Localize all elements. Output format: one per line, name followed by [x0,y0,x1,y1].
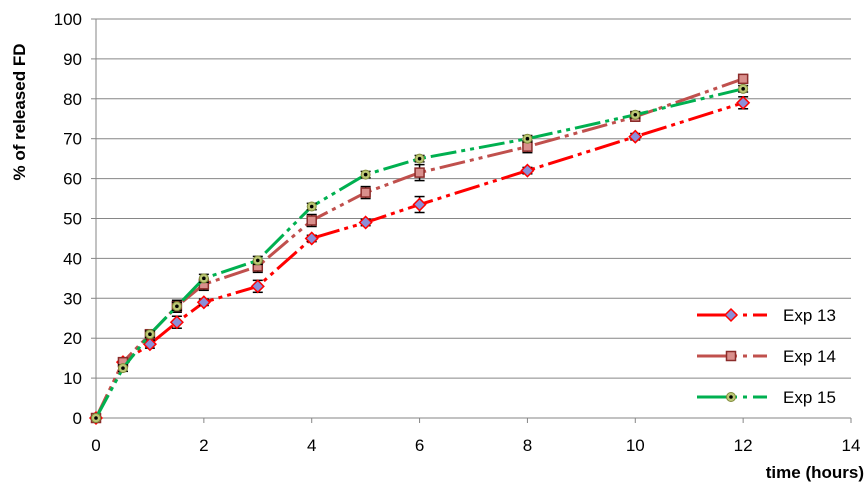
data-point-4 [304,231,319,246]
series-exp-15 [91,83,749,423]
data-point-12-center [741,87,745,91]
y-tick-labels: 0 10 20 30 40 50 60 70 80 90 100 [54,10,82,428]
data-point-1.5 [169,315,184,330]
data-point-1 [142,337,157,352]
y-tick-label-90: 90 [63,50,82,69]
data-point-10-center [633,112,638,117]
y-tick-label-20: 20 [63,329,82,348]
data-point-8 [520,163,535,178]
legend-item-exp-13: Exp 13 [697,306,836,325]
x-axis-title: time (hours) [766,463,864,482]
data-point-6 [414,167,425,178]
data-point-12 [736,95,751,110]
data-point-12 [737,73,749,85]
legend-marker [723,307,739,323]
x-tick-label-10: 10 [626,436,645,455]
x-tick-label-8: 8 [523,436,532,455]
legend: Exp 13 Exp 14 Exp 15 [697,306,836,407]
series-exp-14 [90,73,749,424]
data-point-5 [360,187,371,198]
data-point-10 [628,129,643,144]
data-point-0-center [94,416,98,420]
legend-label: Exp 13 [783,306,836,325]
legend-item-exp-14: Exp 14 [697,347,836,366]
gridlines [96,18,851,379]
y-tick-label-40: 40 [63,249,82,268]
y-axis-title: % of released FD [10,44,29,181]
data-point-6-center [417,156,422,161]
data-point-1-center [148,332,152,337]
x-tick-label-12: 12 [734,436,753,455]
x-tick-labels: 0 2 4 6 8 10 12 14 [91,436,860,455]
legend-label: Exp 14 [783,347,836,366]
data-point-8-center [525,136,530,141]
legend-item-exp-15: Exp 15 [697,388,836,407]
y-tick-label-80: 80 [63,90,82,109]
data-point-0.5-center [121,366,125,370]
data-point-2 [196,295,211,310]
data-point-4 [306,215,317,226]
data-point-5 [358,215,373,230]
legend-label: Exp 15 [783,388,836,407]
y-tick-label-100: 100 [54,10,82,29]
data-point-6 [412,197,427,212]
data-point-4-center [309,204,314,209]
data-point-3 [250,279,265,294]
data-point-3-center [255,258,260,263]
y-tick-label-30: 30 [63,289,82,308]
series-line [94,77,744,419]
legend-marker [725,350,737,362]
series-line [94,87,744,419]
x-tick-label-6: 6 [415,436,424,455]
data-point-5-center [363,172,368,177]
axes [91,18,852,423]
y-tick-label-0: 0 [73,409,82,428]
y-tick-label-50: 50 [63,210,82,229]
x-tick-label-14: 14 [842,436,861,455]
legend-marker-center [729,395,733,399]
y-tick-label-60: 60 [63,170,82,189]
x-tick-label-0: 0 [91,436,100,455]
data-point-1.5-center [175,304,179,309]
data-point-2-center [202,276,206,281]
x-tick-label-2: 2 [199,436,208,455]
series-exp-13 [88,95,751,426]
series-line [94,101,744,419]
y-tick-label-70: 70 [63,130,82,149]
series-layer [88,73,751,426]
y-tick-label-10: 10 [63,369,82,388]
x-tick-label-4: 4 [307,436,316,455]
